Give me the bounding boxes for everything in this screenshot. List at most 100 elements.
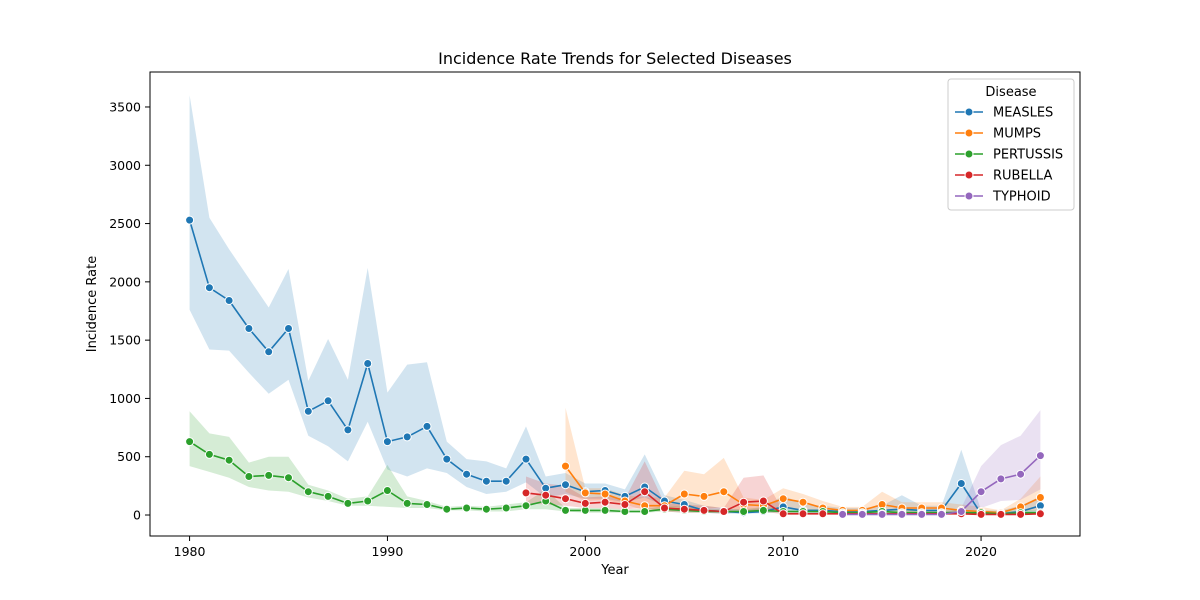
rubella-data-point: [600, 497, 610, 507]
mumps-legend-marker: [964, 128, 974, 138]
pertussis-data-point: [343, 498, 353, 508]
mumps-data-point: [1035, 493, 1045, 502]
rubella-data-point: [620, 500, 630, 509]
rubella-data-point: [699, 505, 709, 515]
y-tick-label: 3500: [109, 99, 141, 114]
rubella-data-point: [798, 509, 808, 519]
series-lines: [185, 215, 1045, 519]
mumps-data-point: [798, 497, 808, 507]
typhoid-legend-label: TYPHOID: [992, 190, 1051, 205]
pertussis-data-point: [244, 472, 254, 481]
y-axis-title: Incidence Rate: [85, 256, 100, 352]
mumps-data-point: [600, 489, 610, 499]
typhoid-data-point: [976, 487, 986, 497]
rubella-data-point: [996, 509, 1006, 519]
pertussis-data-point: [521, 501, 531, 511]
typhoid-legend-marker: [964, 191, 974, 201]
y-tick-label: 500: [117, 449, 141, 464]
pertussis-data-point: [185, 437, 195, 447]
rubella-data-point: [976, 509, 986, 519]
chart-title: Incidence Rate Trends for Selected Disea…: [438, 49, 792, 68]
pertussis-data-point: [284, 473, 293, 483]
pertussis-legend-label: PERTUSSIS: [993, 148, 1063, 163]
measles-data-point: [481, 476, 491, 486]
measles-data-point: [521, 454, 531, 464]
pertussis-data-point: [402, 498, 412, 508]
rubella-data-point: [521, 488, 531, 498]
typhoid-confidence-band: [842, 410, 1041, 515]
typhoid-series: [838, 451, 1045, 519]
measles-data-point: [956, 479, 966, 488]
rubella-data-point: [719, 507, 729, 516]
typhoid-data-point: [838, 509, 848, 519]
x-axis: 1980 1990 2000 2010 2020: [174, 536, 997, 559]
mumps-data-point: [580, 488, 590, 498]
rubella-legend-label: RUBELLA: [993, 169, 1052, 184]
x-tick-label: 2000: [569, 544, 601, 559]
pertussis-legend-marker: [964, 149, 974, 159]
legend-title: Disease: [985, 85, 1036, 100]
rubella-data-point: [818, 509, 828, 519]
rubella-data-point: [1035, 509, 1045, 519]
mumps-confidence-band: [565, 407, 1041, 515]
pertussis-data-point: [224, 455, 234, 465]
measles-data-point: [244, 324, 254, 333]
pertussis-data-point: [561, 505, 570, 515]
x-tick-label: 2010: [767, 544, 799, 559]
typhoid-data-point: [877, 509, 887, 519]
measles-data-point: [185, 215, 195, 225]
typhoid-data-point: [937, 509, 946, 519]
measles-legend-marker: [964, 107, 974, 117]
y-tick-label: 1000: [109, 391, 141, 406]
typhoid-data-point: [917, 509, 927, 519]
typhoid-data-point: [1035, 451, 1045, 461]
rubella-data-point: [1016, 509, 1026, 519]
y-tick-label: 2500: [109, 216, 141, 231]
pertussis-data-point: [323, 491, 333, 501]
rubella-data-point: [739, 497, 749, 507]
mumps-data-point: [561, 461, 570, 471]
measles-data-point: [442, 454, 452, 464]
measles-confidence-band: [189, 95, 1041, 516]
measles-data-point: [363, 359, 373, 368]
mumps-data-point: [719, 487, 729, 497]
y-tick-label: 0: [133, 508, 141, 523]
x-tick-label: 2020: [965, 544, 997, 559]
rubella-data-point: [561, 494, 570, 504]
measles-data-point: [303, 406, 313, 416]
confidence-bands: [189, 95, 1041, 516]
rubella-data-point: [758, 496, 768, 506]
measles-data-point: [561, 480, 570, 490]
pertussis-data-point: [640, 507, 650, 516]
typhoid-data-point: [1016, 469, 1026, 479]
pertussis-data-point: [382, 486, 392, 495]
pertussis-data-point: [422, 500, 432, 509]
rubella-data-point: [679, 504, 689, 514]
measles-data-point: [462, 469, 472, 479]
measles-data-point: [204, 283, 214, 293]
pertussis-data-point: [481, 504, 491, 514]
rubella-data-point: [640, 487, 650, 497]
measles-data-point: [323, 396, 333, 406]
pertussis-confidence-band: [189, 411, 1041, 515]
pertussis-data-point: [739, 507, 749, 516]
measles-data-point: [224, 296, 234, 305]
pertussis-data-point: [501, 503, 511, 513]
rubella-data-point: [580, 498, 590, 508]
rubella-confidence-band: [526, 461, 1041, 515]
measles-data-point: [422, 421, 432, 431]
rubella-legend-marker: [964, 170, 974, 180]
pertussis-data-point: [462, 503, 472, 513]
measles-data-point: [284, 324, 293, 333]
mumps-data-point: [699, 491, 709, 501]
plot-frame: [149, 71, 1081, 537]
mumps-data-point: [679, 489, 689, 499]
typhoid-data-point: [857, 509, 867, 519]
pertussis-data-point: [264, 470, 274, 480]
y-tick-label: 2000: [109, 274, 141, 289]
legend-entries: MEASLES MUMPS PERTUSSIS RUBELLA TYPHOID: [955, 106, 1063, 205]
rubella-data-point: [778, 509, 788, 519]
measles-data-point: [501, 476, 511, 486]
legend: Disease MEASLES MUMPS PERTUSSIS RUBELLA TYPH…: [947, 78, 1075, 211]
